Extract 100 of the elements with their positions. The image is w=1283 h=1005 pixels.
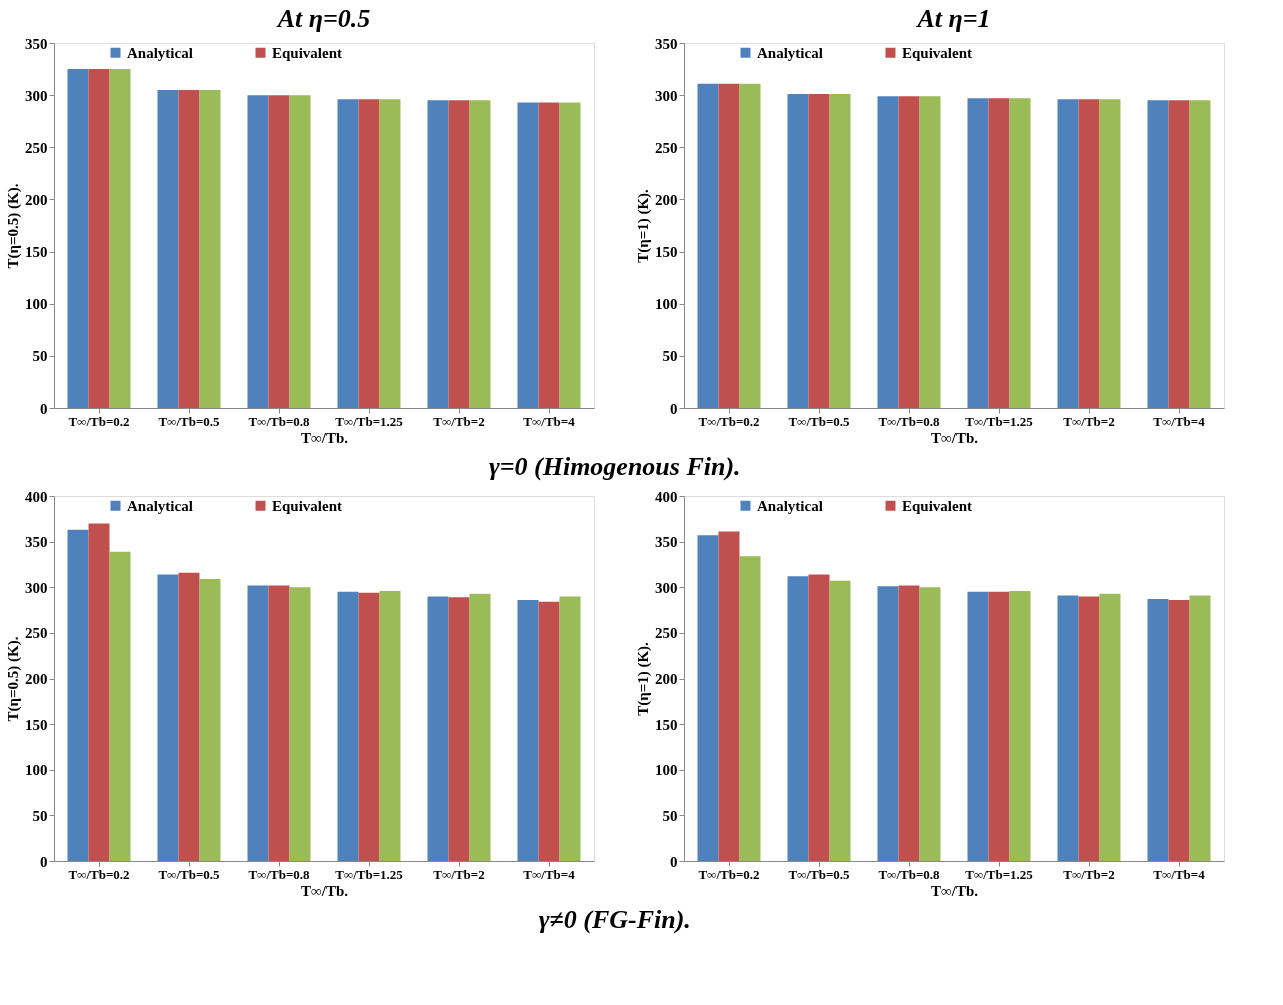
y-tick-label: 350 bbox=[25, 35, 48, 52]
bar bbox=[1078, 596, 1100, 861]
x-axis-title: T∞/Tb. bbox=[301, 882, 349, 899]
bar bbox=[967, 591, 989, 861]
bar bbox=[1057, 595, 1079, 861]
y-tick-label: 0 bbox=[40, 853, 48, 870]
y-tick-label: 200 bbox=[25, 671, 48, 687]
bar bbox=[178, 89, 200, 408]
y-axis-title: T(η=0.5) (K). bbox=[5, 636, 22, 722]
bar bbox=[358, 592, 380, 861]
y-tick-label: 250 bbox=[655, 139, 678, 156]
x-tick-label: T∞/Tb=0.8 bbox=[878, 413, 941, 429]
x-tick-label: T∞/Tb=2 bbox=[433, 413, 485, 429]
y-tick-label: 150 bbox=[25, 716, 48, 733]
y-tick-label: 100 bbox=[655, 296, 678, 313]
x-tick-label: T∞/Tb=0.8 bbox=[248, 413, 311, 429]
bar bbox=[898, 585, 920, 861]
bar bbox=[988, 591, 1010, 861]
x-tick-label: T∞/Tb=2 bbox=[433, 866, 485, 882]
bar bbox=[448, 597, 470, 861]
y-tick-label: 150 bbox=[655, 716, 678, 733]
y-tick-label: 250 bbox=[655, 625, 678, 642]
x-tick-label: T∞/Tb=0.5 bbox=[788, 866, 851, 882]
x-tick-label: T∞/Tb=1.25 bbox=[965, 866, 1034, 882]
bar bbox=[247, 95, 269, 408]
x-axis-title: T∞/Tb. bbox=[931, 882, 979, 899]
text: γ=0 (Himogenous Fin). bbox=[488, 451, 741, 481]
y-tick-label: 300 bbox=[655, 87, 678, 104]
bar bbox=[559, 102, 581, 408]
bar bbox=[517, 600, 539, 861]
bar bbox=[1009, 590, 1031, 861]
bar bbox=[877, 586, 899, 861]
y-tick-label: 50 bbox=[662, 807, 678, 824]
bar bbox=[157, 574, 179, 861]
bar bbox=[517, 102, 539, 408]
bar bbox=[88, 523, 110, 861]
y-tick-label: 50 bbox=[32, 807, 48, 824]
bar bbox=[379, 590, 401, 861]
bar bbox=[469, 593, 491, 861]
y-tick-label: 350 bbox=[25, 534, 48, 551]
y-axis-title: T(η=1) (K). bbox=[635, 641, 652, 716]
bar bbox=[67, 69, 89, 408]
x-tick-label: T∞/Tb=0.5 bbox=[158, 413, 221, 429]
y-tick-label: 300 bbox=[655, 579, 678, 596]
bar bbox=[718, 531, 740, 861]
bar bbox=[1099, 593, 1121, 861]
y-tick-label: 200 bbox=[655, 191, 678, 208]
y-tick-label: 350 bbox=[655, 534, 678, 551]
bar bbox=[1147, 599, 1169, 861]
bar bbox=[109, 551, 131, 861]
y-tick-label: 100 bbox=[25, 296, 48, 313]
bar bbox=[919, 587, 941, 861]
y-axis-title: T(η=0.5) (K). bbox=[5, 183, 22, 269]
legend-label: Equivalent bbox=[902, 497, 973, 514]
bar bbox=[337, 591, 359, 861]
y-tick-label: 150 bbox=[25, 244, 48, 261]
x-tick-label: T∞/Tb=4 bbox=[1153, 413, 1206, 429]
bar bbox=[157, 89, 179, 408]
y-tick-label: 0 bbox=[670, 853, 678, 870]
x-tick-label: T∞/Tb=4 bbox=[1153, 866, 1206, 882]
y-tick-label: 50 bbox=[32, 348, 48, 365]
y-tick-label: 400 bbox=[655, 488, 678, 505]
y-tick-label: 200 bbox=[655, 671, 678, 687]
y-tick-label: 100 bbox=[655, 762, 678, 779]
bar bbox=[88, 69, 110, 408]
legend-label: Equivalent bbox=[902, 44, 973, 61]
bar bbox=[67, 529, 89, 861]
bar bbox=[199, 89, 221, 408]
bar bbox=[199, 579, 221, 861]
bar bbox=[448, 100, 470, 408]
bar bbox=[559, 596, 581, 861]
y-tick-label: 400 bbox=[25, 488, 48, 505]
legend-label: Analytical bbox=[757, 497, 823, 514]
legend-label: Equivalent bbox=[272, 497, 343, 514]
x-tick-label: T∞/Tb=2 bbox=[1063, 866, 1115, 882]
x-tick-label: T∞/Tb=0.2 bbox=[68, 866, 130, 882]
y-tick-label: 250 bbox=[25, 625, 48, 642]
bar bbox=[808, 574, 830, 861]
bar bbox=[787, 576, 809, 861]
bar bbox=[289, 587, 311, 861]
bar bbox=[427, 100, 449, 408]
bar bbox=[1168, 600, 1190, 861]
bar bbox=[1189, 595, 1211, 861]
bar bbox=[268, 95, 290, 408]
y-tick-label: 300 bbox=[25, 579, 48, 596]
bar bbox=[178, 572, 200, 861]
y-tick-label: 200 bbox=[25, 191, 48, 208]
y-tick-label: 150 bbox=[655, 244, 678, 261]
bar bbox=[829, 580, 851, 861]
chart-title: At η=0.5 bbox=[275, 4, 371, 33]
legend-label: Analytical bbox=[127, 497, 193, 514]
x-tick-label: T∞/Tb=0.5 bbox=[158, 866, 221, 882]
legend-label: Analytical bbox=[127, 44, 193, 61]
bar bbox=[538, 102, 560, 408]
bar bbox=[427, 596, 449, 861]
text: γ≠0 (FG-Fin). bbox=[538, 904, 691, 934]
y-axis-title: T(η=1) (K). bbox=[635, 188, 652, 263]
bar bbox=[337, 99, 359, 408]
x-tick-label: T∞/Tb=4 bbox=[523, 866, 576, 882]
bar bbox=[109, 69, 131, 408]
